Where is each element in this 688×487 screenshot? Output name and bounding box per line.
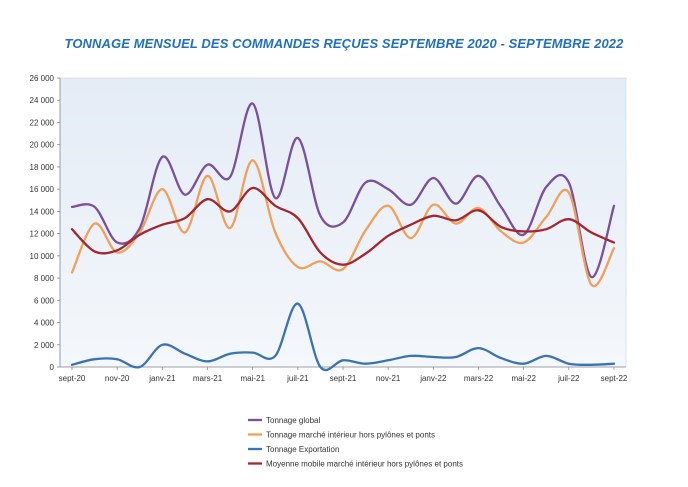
- x-tick-label: nov-21: [376, 374, 401, 383]
- x-tick-label: mars-22: [464, 374, 494, 383]
- legend-label-tonnage-global: Tonnage global: [266, 416, 320, 425]
- y-tick-label: 14 000: [30, 207, 55, 216]
- series-line-marche-interieur: [70, 159, 616, 288]
- x-tick-label: mai-22: [511, 374, 536, 383]
- x-axis: sept-20 nov-20 janv-21 mars-21 mai-21 juil-21…: [59, 366, 628, 383]
- legend: Tonnage global Tonnage marché intérieur h…: [248, 416, 463, 469]
- chart-title: TONNAGE MENSUEL DES COMMANDES REÇUES SEP…: [64, 36, 624, 51]
- series-lines: [70, 102, 616, 372]
- y-tick-label: 0: [50, 363, 55, 372]
- y-tick-label: 26 000: [30, 74, 55, 83]
- legend-label-exportation: Tonnage Exportation: [266, 445, 339, 454]
- x-tick-label: juil-22: [557, 374, 580, 383]
- x-tick-label: mai-21: [240, 374, 265, 383]
- y-tick-label: 18 000: [30, 163, 55, 172]
- y-tick-label: 2 000: [34, 341, 55, 350]
- series-line-tonnage-global: [70, 102, 616, 279]
- y-tick-label: 12 000: [30, 230, 55, 239]
- x-tick-label: janv-22: [419, 374, 447, 383]
- y-axis: 0 2 000 4 000 6 000 8 000 10 000 12 000 14 000 1…: [30, 74, 61, 372]
- y-tick-label: 16 000: [30, 185, 55, 194]
- y-tick-label: 6 000: [34, 296, 55, 305]
- y-tick-label: 10 000: [30, 252, 55, 261]
- x-tick-label: sept-22: [601, 374, 628, 383]
- x-tick-label: sept-21: [330, 374, 357, 383]
- x-tick-label: juil-21: [286, 374, 309, 383]
- y-tick-label: 20 000: [30, 141, 55, 150]
- x-tick-label: mars-21: [193, 374, 223, 383]
- series-line-moyenne-mobile: [70, 186, 616, 266]
- x-tick-label: nov-20: [105, 374, 130, 383]
- legend-label-marche-interieur: Tonnage marché intérieur hors pylônes et…: [266, 431, 435, 440]
- y-tick-label: 8 000: [34, 274, 55, 283]
- x-tick-label: janv-21: [148, 374, 176, 383]
- y-tick-label: 4 000: [34, 319, 55, 328]
- y-tick-label: 22 000: [30, 118, 55, 127]
- x-tick-label: sept-20: [59, 374, 86, 383]
- series-line-exportation: [70, 302, 616, 372]
- legend-label-moyenne-mobile: Moyenne mobile marché intérieur hors pyl…: [266, 460, 463, 469]
- y-tick-label: 24 000: [30, 96, 55, 105]
